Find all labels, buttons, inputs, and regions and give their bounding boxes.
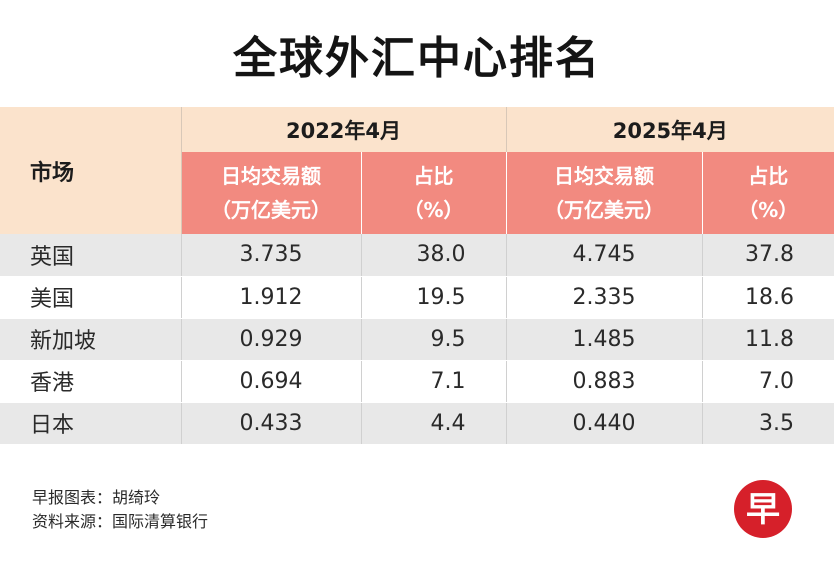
- volume-2022: 1.912: [181, 276, 362, 319]
- volume-2025: 0.883: [506, 360, 703, 403]
- share-2022: 38.0: [361, 234, 507, 277]
- share-2022: 4.4: [361, 402, 507, 445]
- market-column-header: 市场: [0, 107, 182, 234]
- market-name: 英国: [0, 234, 182, 277]
- share-2025: 3.5: [702, 402, 834, 445]
- period-header-2025: 2025年4月: [506, 107, 834, 152]
- table-row: 新加坡 0.929 9.5 1.485 11.8: [0, 318, 834, 361]
- chart-credit: 早报图表：胡绮玲: [32, 488, 161, 507]
- share-2025: 37.8: [702, 234, 834, 277]
- volume-2022: 0.433: [181, 402, 362, 445]
- volume-2025: 2.335: [506, 276, 703, 319]
- share-2025: 18.6: [702, 276, 834, 319]
- zaobao-logo-icon: 早: [734, 480, 792, 538]
- share-2025: 7.0: [702, 360, 834, 403]
- footer-notes: 早报图表：胡绮玲 资料来源：国际清算银行: [32, 486, 208, 534]
- volume-2025: 4.745: [506, 234, 703, 277]
- volume-header-2025: 日均交易额 （万亿美元）: [506, 152, 703, 234]
- page-title: 全球外汇中心排名: [233, 33, 601, 84]
- volume-2025: 0.440: [506, 402, 703, 445]
- logo-glyph: 早: [746, 490, 780, 530]
- share-2022: 9.5: [361, 318, 507, 361]
- fx-ranking-table: 市场 2022年4月 2025年4月 日均交易额 （万亿美元） 占比 （%） 日…: [0, 107, 834, 445]
- market-name: 日本: [0, 402, 182, 445]
- logo-text: 早: [746, 490, 780, 530]
- volume-2022: 0.694: [181, 360, 362, 403]
- share-header-2025: 占比 （%）: [702, 152, 834, 234]
- share-2022: 19.5: [361, 276, 507, 319]
- table-row: 英国 3.735 38.0 4.745 37.8: [0, 234, 834, 277]
- table-row: 日本 0.433 4.4 0.440 3.5: [0, 402, 834, 445]
- market-name: 美国: [0, 276, 182, 319]
- data-source: 资料来源：国际清算银行: [32, 512, 209, 531]
- table-row: 美国 1.912 19.5 2.335 18.6: [0, 276, 834, 319]
- table-row: 香港 0.694 7.1 0.883 7.0: [0, 360, 834, 403]
- market-name: 香港: [0, 360, 182, 403]
- market-name: 新加坡: [0, 318, 182, 361]
- volume-2022: 3.735: [181, 234, 362, 277]
- volume-2022: 0.929: [181, 318, 362, 361]
- share-header-2022: 占比 （%）: [361, 152, 507, 234]
- share-2025: 11.8: [702, 318, 834, 361]
- share-2022: 7.1: [361, 360, 507, 403]
- volume-2025: 1.485: [506, 318, 703, 361]
- period-header-2022: 2022年4月: [181, 107, 507, 152]
- volume-header-2022: 日均交易额 （万亿美元）: [181, 152, 362, 234]
